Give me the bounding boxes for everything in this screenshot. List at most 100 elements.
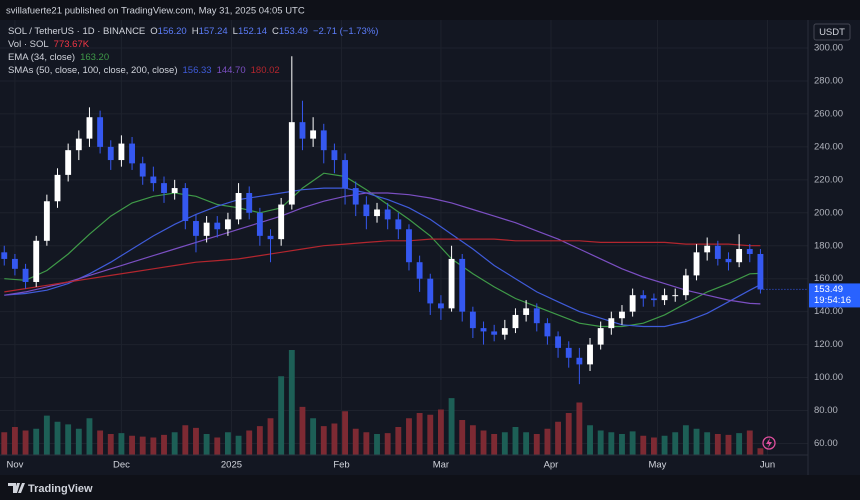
- moving-average-line: [4, 238, 761, 293]
- header-bar: [0, 0, 860, 20]
- volume-bar: [193, 427, 199, 455]
- ohlc-label: L: [233, 26, 238, 37]
- sma-value: 144.70: [217, 65, 246, 76]
- volume-bar: [416, 413, 423, 455]
- volume-bar: [640, 435, 647, 455]
- volume-bar: [512, 427, 519, 455]
- candle-body: [693, 252, 700, 276]
- x-tick-label: Feb: [333, 460, 349, 471]
- candle-body: [757, 253, 764, 290]
- volume-bar: [118, 433, 125, 455]
- sma-value: 180.02: [251, 65, 280, 76]
- x-tick-label: Apr: [544, 460, 559, 471]
- candle-body: [555, 336, 562, 348]
- volume-bar: [161, 434, 167, 455]
- candle-body: [86, 117, 93, 139]
- volume-bar: [278, 376, 285, 455]
- volume-bar: [725, 434, 732, 455]
- volume-bar: [54, 421, 61, 455]
- candle-body: [384, 209, 391, 220]
- candle-body: [512, 314, 519, 329]
- volume-bar: [320, 426, 327, 455]
- moving-average-line: [4, 187, 761, 328]
- volume-bar: [555, 421, 562, 455]
- candle-body: [75, 138, 82, 151]
- volume-bar: [288, 350, 295, 455]
- volume-bar: [33, 428, 40, 455]
- volume-bar: [310, 418, 317, 455]
- volume-bar: [693, 428, 700, 455]
- volume-bar: [182, 425, 189, 455]
- volume-bar: [11, 427, 18, 455]
- volume-label: Vol · SOL: [8, 39, 49, 50]
- candle-body: [267, 235, 274, 240]
- volume-bar: [576, 402, 583, 455]
- x-tick-label: Jun: [760, 460, 775, 471]
- volume-bar: [629, 431, 636, 455]
- volume-bar: [246, 430, 253, 455]
- ohlc-value: 156.20: [158, 26, 187, 37]
- legend: SOL / TetherUS · 1D · BINANCE O156.20 H157…: [8, 26, 378, 76]
- candle-body: [576, 357, 583, 365]
- volume-bar: [619, 434, 625, 455]
- volume-bar: [714, 434, 721, 455]
- volume-bar: [448, 398, 455, 455]
- volume-bar: [395, 427, 402, 455]
- volume-bar: [682, 425, 689, 455]
- volume-bar: [1, 432, 8, 455]
- sma-label: SMAs (50, close, 100, close, 200, close): [8, 65, 178, 76]
- volume-bar: [363, 432, 370, 455]
- candle-body: [736, 249, 743, 263]
- candle-body: [608, 318, 615, 329]
- x-tick-label: 2025: [221, 460, 242, 471]
- publisher: svillafuerte21 published on TradingView.…: [6, 6, 305, 17]
- candle-body: [725, 258, 732, 263]
- volume-value: 773.67K: [54, 39, 90, 50]
- candle-body: [299, 122, 306, 139]
- branding: TradingView: [28, 483, 93, 495]
- candle-body: [139, 163, 146, 177]
- candle-body: [33, 240, 40, 282]
- y-tick-label: 80.00: [814, 405, 838, 416]
- candle-body: [203, 222, 210, 236]
- volume-bar: [544, 428, 551, 455]
- volume-bar: [480, 430, 487, 455]
- legend-line: EMA (34, close) 163.20: [8, 52, 109, 63]
- volume-bar: [597, 430, 604, 455]
- x-tick-label: Mar: [433, 460, 449, 471]
- volume-bar: [267, 418, 274, 455]
- x-tick-label: Dec: [113, 460, 130, 471]
- candle-body: [437, 303, 444, 309]
- candle-body: [310, 130, 317, 139]
- candle-body: [597, 328, 604, 345]
- volume-bar: [224, 432, 231, 455]
- moving-averages: [4, 172, 761, 328]
- candle-body: [448, 258, 455, 309]
- candle-body: [746, 249, 753, 254]
- candle-body: [193, 221, 199, 236]
- y-tick-label: 140.00: [814, 306, 843, 317]
- candle-body: [224, 219, 231, 230]
- legend-line: SOL / TetherUS · 1D · BINANCE O156.20 H157…: [8, 26, 378, 37]
- currency: USDT: [819, 27, 845, 38]
- y-tick-label: 60.00: [814, 438, 838, 449]
- symbol: SOL / TetherUS · 1D · BINANCE: [8, 26, 145, 37]
- candle-body: [587, 344, 593, 365]
- y-tick-label: 220.00: [814, 174, 843, 185]
- volume-bar: [374, 434, 380, 455]
- y-tick-label: 100.00: [814, 372, 843, 383]
- y-tick-label: 300.00: [814, 43, 843, 54]
- y-tick-label: 200.00: [814, 207, 843, 218]
- candle-body: [331, 150, 338, 161]
- candle-body: [171, 188, 178, 194]
- volume-bar: [427, 414, 434, 455]
- candle-body: [491, 331, 498, 335]
- candle-body: [565, 347, 572, 358]
- volume-bar: [533, 434, 540, 455]
- candle-body: [342, 160, 348, 189]
- volume-bar: [256, 426, 263, 455]
- volume-bar: [171, 432, 178, 455]
- candle-body: [619, 311, 625, 319]
